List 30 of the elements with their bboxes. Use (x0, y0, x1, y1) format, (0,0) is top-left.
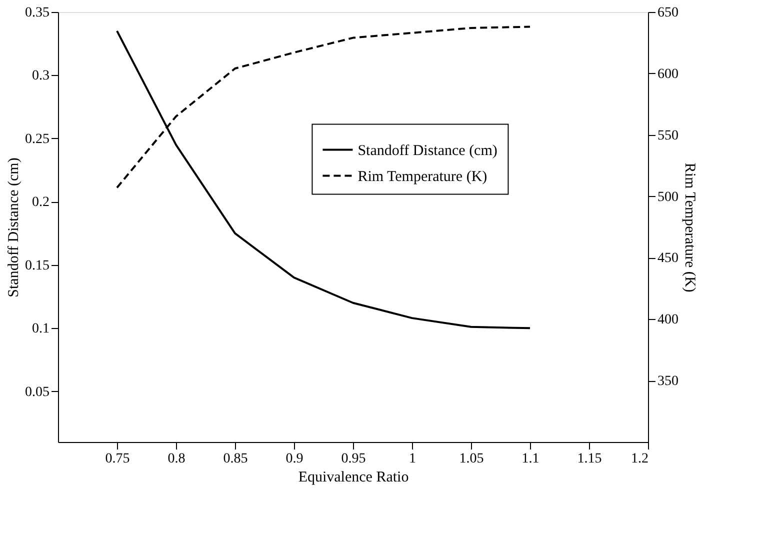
x-tick-label: 0.8 (168, 452, 186, 466)
y2-tick-label: 500 (658, 190, 678, 205)
y-tick-label: 0.05 (25, 384, 50, 400)
y2-tick-label: 550 (658, 128, 678, 144)
x-tick-label: 0.9 (286, 452, 304, 466)
y-tick-label: 0.1 (32, 322, 50, 337)
x-tick-label: 0.85 (223, 452, 248, 466)
y2-tick-label: 650 (658, 6, 678, 20)
x-tick-label: 1.1 (522, 452, 540, 466)
x-tick-label: 0.75 (105, 452, 130, 466)
y2-tick-label: 600 (658, 66, 678, 82)
line-series (116, 30, 531, 330)
y2-axis-title: Rim Temperature (K) (682, 162, 698, 292)
y2-tick-label: 350 (658, 374, 678, 390)
x-tick-label: 1.05 (459, 452, 484, 466)
y-tick-label: 0.15 (25, 258, 50, 274)
y2-tick-label: 450 (658, 251, 678, 266)
y2-tick-label: 400 (658, 312, 678, 328)
y-tick-label: 0.25 (25, 132, 50, 147)
legend-label: Rim Temperature (K) (358, 168, 488, 185)
x-tick-label: 1.15 (577, 452, 602, 466)
x-tick-label: 0.95 (341, 452, 366, 466)
y-tick-label: 0.3 (32, 68, 50, 84)
y-axis-title: Standoff Distance (cm) (6, 158, 22, 298)
x-axis-title: Equivalence Ratio (298, 470, 409, 486)
legend-label: Standoff Distance (cm) (358, 142, 498, 159)
y-tick-label: 0.2 (32, 195, 50, 210)
x-tick-label: 1.2 (631, 452, 648, 466)
y-tick-label: 0.35 (25, 6, 50, 20)
x-tick-label: 1 (409, 452, 416, 466)
